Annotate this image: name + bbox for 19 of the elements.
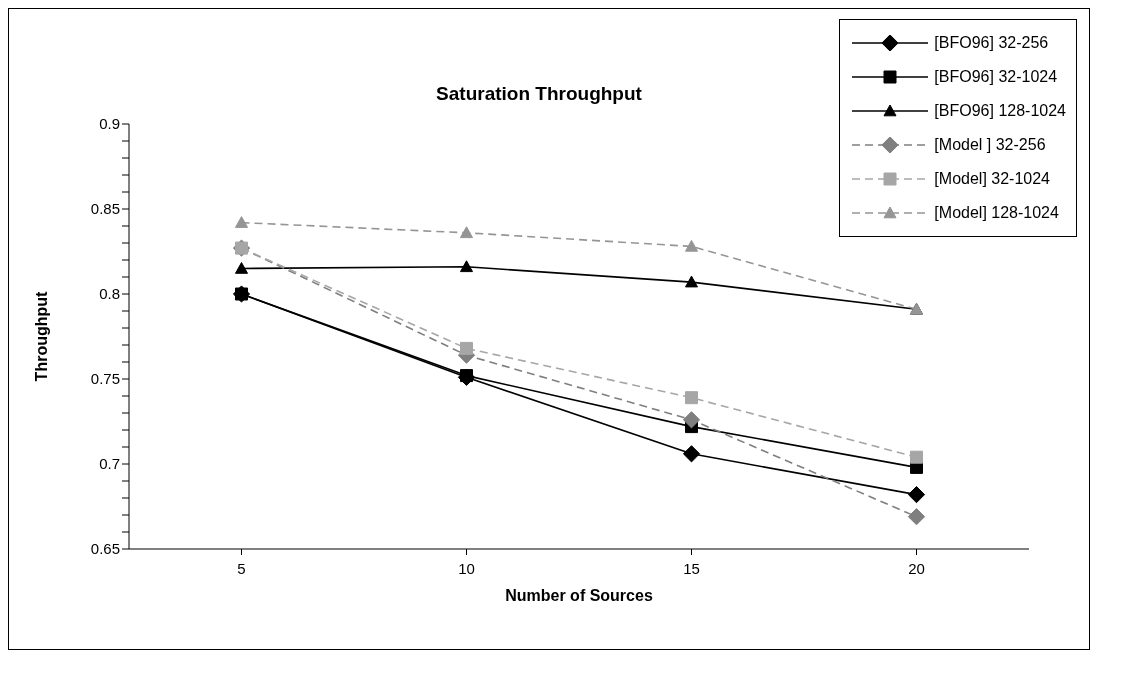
x-tick-label: 10 bbox=[458, 559, 475, 577]
legend-label: [BFO96] 32-1024 bbox=[934, 68, 1058, 86]
x-tick-label: 5 bbox=[237, 559, 246, 577]
y-tick-label: 0.8 bbox=[99, 285, 120, 303]
y-tick-label: 0.75 bbox=[90, 370, 120, 388]
legend-label: [Model ] 32-256 bbox=[934, 136, 1046, 154]
x-tick-label: 15 bbox=[683, 559, 700, 577]
x-tick-label: 20 bbox=[908, 559, 925, 577]
y-tick-label: 0.7 bbox=[99, 455, 120, 473]
y-tick-label: 0.85 bbox=[90, 200, 120, 218]
y-tick-label: 0.9 bbox=[99, 115, 120, 133]
chart-title: Saturation Throughput bbox=[435, 83, 643, 105]
legend-label: [Model] 32-1024 bbox=[934, 170, 1050, 188]
y-tick-label: 0.65 bbox=[90, 540, 120, 558]
legend-label: [BFO96] 32-256 bbox=[934, 34, 1049, 52]
x-axis-title: Number of Sources bbox=[505, 587, 653, 604]
y-axis-title: Throughput bbox=[32, 290, 50, 382]
legend-label: [Model] 128-1024 bbox=[934, 204, 1059, 222]
legend-label: [BFO96] 128-1024 bbox=[934, 102, 1066, 120]
